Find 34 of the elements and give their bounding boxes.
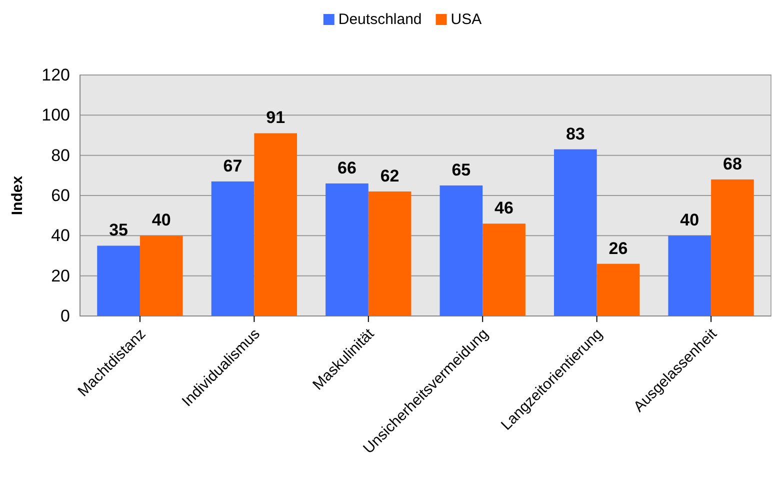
data-label: 65: [452, 160, 471, 180]
y-tick-label: 60: [51, 186, 70, 205]
bar: [596, 264, 640, 316]
bar: [368, 191, 412, 316]
data-label: 68: [722, 154, 742, 174]
bar: [554, 149, 597, 316]
bar: [482, 224, 526, 316]
bar: [711, 179, 754, 316]
data-label: 35: [109, 220, 128, 240]
data-label: 83: [566, 124, 585, 144]
y-tick-label: 100: [42, 106, 70, 125]
data-label: 62: [380, 166, 400, 186]
data-label: 26: [608, 238, 628, 258]
data-label: 67: [223, 156, 242, 176]
y-tick-label: 40: [51, 226, 70, 246]
data-label: 40: [152, 210, 171, 230]
data-label: 66: [338, 158, 356, 178]
y-tick-label: 80: [51, 146, 70, 165]
bar: [211, 181, 254, 316]
y-tick-label: 20: [51, 266, 70, 286]
bar: [254, 133, 298, 316]
y-axis-title: Index: [9, 175, 26, 216]
legend-label: USA: [450, 11, 482, 28]
legend-label: Deutschland: [338, 11, 422, 28]
data-label: 91: [266, 108, 286, 128]
data-label: 46: [494, 198, 514, 218]
bar: [440, 185, 483, 316]
data-label: 40: [680, 210, 700, 230]
bar: [97, 246, 140, 316]
y-tick-label: 0: [60, 306, 70, 326]
bar: [668, 236, 712, 316]
bar: [140, 236, 183, 316]
y-tick-label: 120: [42, 65, 70, 84]
bar: [326, 183, 368, 316]
